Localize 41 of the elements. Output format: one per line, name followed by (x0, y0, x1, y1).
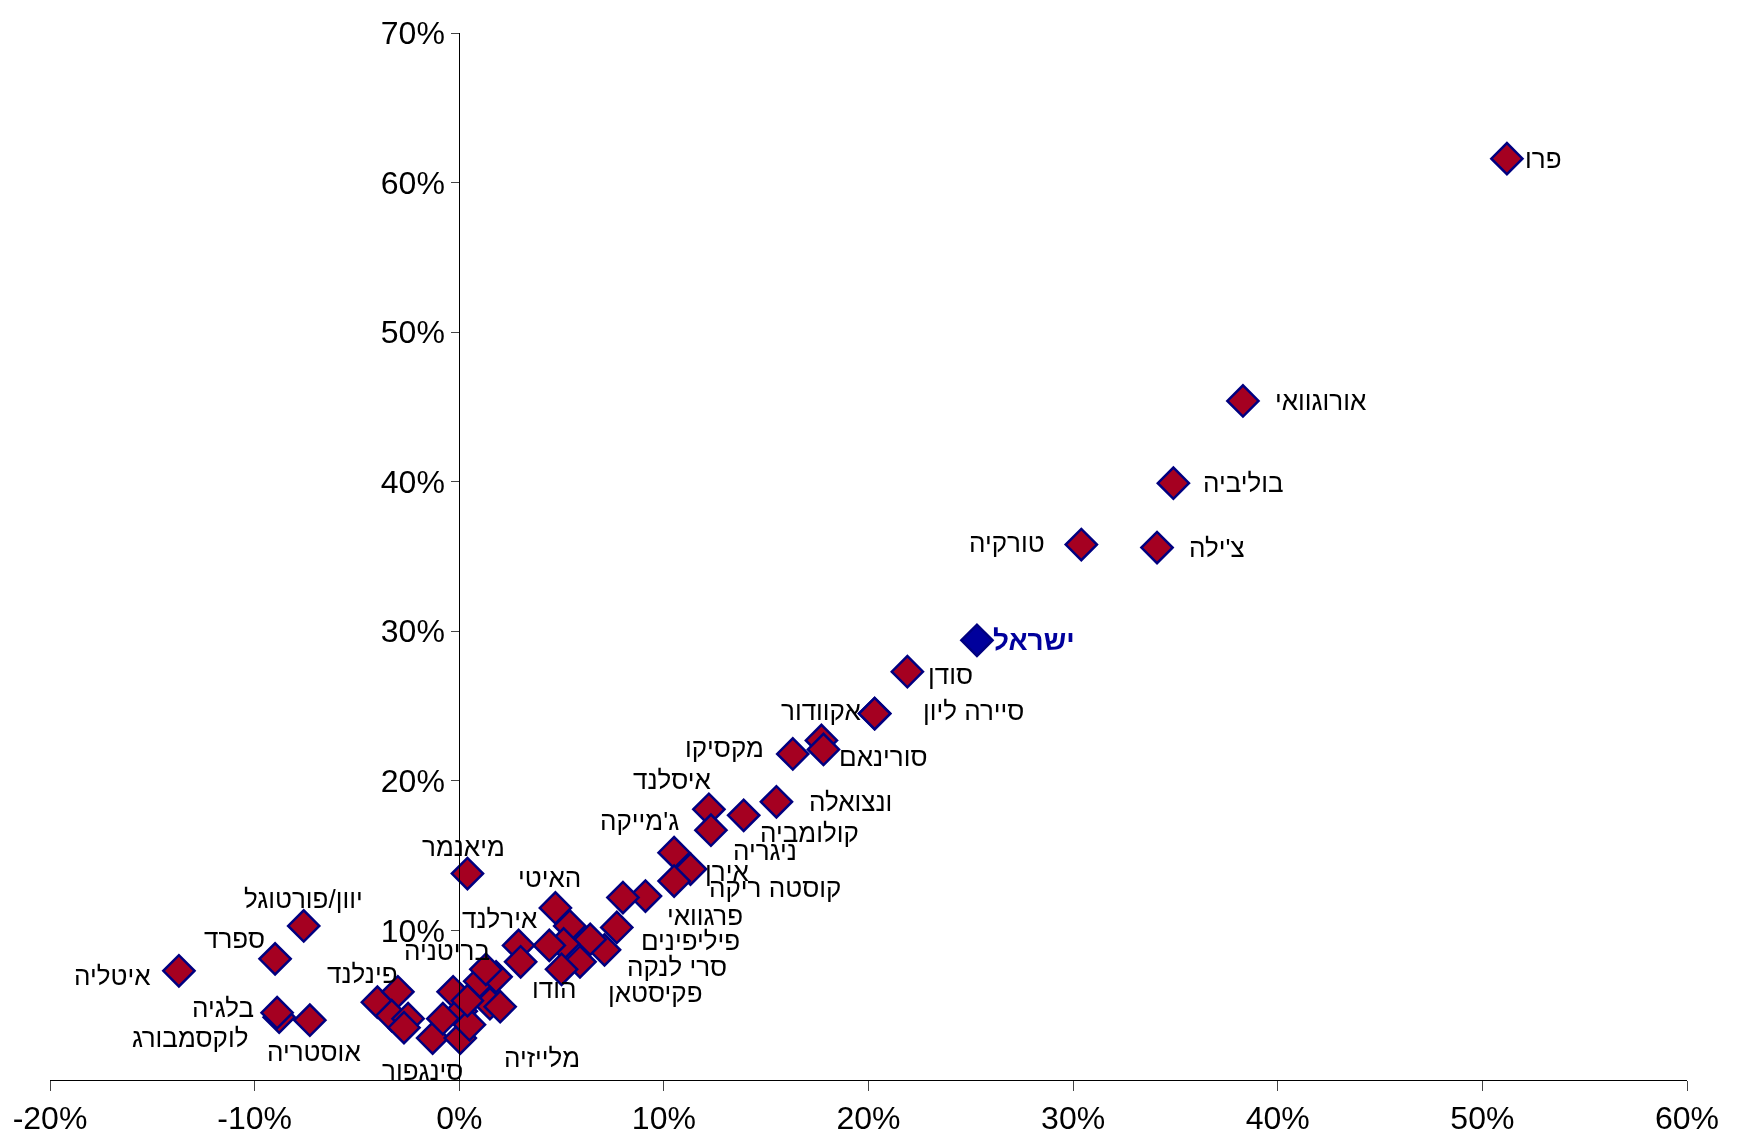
data-label: פינלנד (327, 959, 398, 989)
data-label: צ'ילה (1189, 533, 1245, 563)
data-label: אוסטריה (267, 1037, 361, 1067)
x-tick-label: 40% (1245, 1100, 1310, 1137)
data-label: ונצואלה (809, 787, 893, 817)
data-label: סיירה ליון (923, 696, 1025, 726)
data-label: האיטי (518, 863, 582, 893)
data-label: סודן (928, 660, 973, 690)
data-label: סרי לנקה (627, 952, 728, 982)
data-label: ספרד (204, 924, 265, 954)
x-tick-label: 60% (1654, 1100, 1720, 1137)
y-tick-label: 50% (380, 314, 445, 351)
series-label: ישראל (993, 625, 1075, 656)
x-tick-label: -10% (217, 1100, 292, 1137)
data-label: יוון/פורטוגל (244, 884, 363, 914)
data-label: ג'מייקה (600, 806, 680, 836)
x-tick-label: 20% (836, 1100, 901, 1137)
data-label: הודו (532, 974, 577, 1004)
data-label: אורוגוואי (1275, 386, 1367, 416)
data-label: בלגיה (192, 993, 254, 1023)
x-tick-label: 50% (1450, 1100, 1515, 1137)
x-tick-label: 0% (436, 1100, 483, 1137)
data-label: אקוודור (781, 696, 861, 726)
y-tick-label: 20% (380, 763, 445, 800)
data-label: איסלנד (633, 765, 711, 795)
x-tick-label: -20% (12, 1100, 88, 1137)
x-tick-label: 10% (631, 1100, 696, 1137)
data-label: טורקיה (969, 528, 1045, 558)
data-label: מלייזיה (504, 1043, 581, 1073)
data-label: סורינאם (839, 742, 928, 772)
data-label: איטליה (74, 961, 151, 991)
data-label: לוקסמבורג (132, 1023, 249, 1053)
x-tick-label: 30% (1041, 1100, 1106, 1137)
data-label: פרו (1525, 144, 1562, 174)
data-label: אירלנד (462, 904, 538, 934)
y-tick-label: 60% (380, 164, 445, 201)
y-tick-label: 40% (380, 463, 445, 500)
data-label: מקסיקו (685, 733, 764, 763)
y-tick-label: 70% (380, 15, 445, 52)
y-tick-label: 30% (380, 613, 445, 650)
data-label: בוליביה (1203, 468, 1284, 498)
